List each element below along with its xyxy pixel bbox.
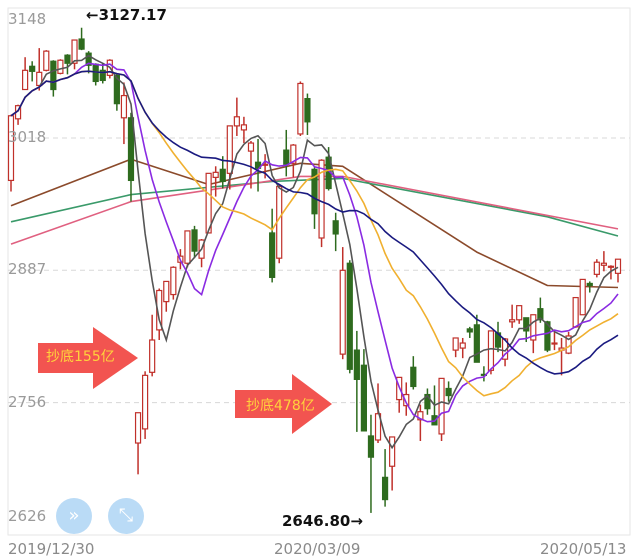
candle-body: [593, 261, 600, 275]
candle-body: [283, 149, 290, 165]
x-tick-label: 2020/05/13: [540, 540, 627, 558]
candle-body: [452, 337, 459, 351]
y-tick-label: 3148: [8, 10, 47, 28]
candle-body: [43, 50, 50, 71]
candle-body: [184, 230, 191, 264]
candle-body: [374, 413, 382, 441]
candle-body: [78, 38, 85, 50]
candle-body: [149, 339, 156, 373]
candle-body: [304, 98, 311, 123]
candle-body: [240, 124, 248, 131]
candle-body: [459, 342, 466, 349]
candle-body: [381, 476, 389, 501]
candle-body: [297, 82, 304, 135]
candle-body: [269, 232, 276, 278]
arrow-annotation-2: [235, 374, 332, 434]
candle-body: [22, 69, 29, 91]
candle-body: [120, 94, 128, 119]
candle-body: [424, 393, 431, 410]
candle-body: [417, 411, 424, 421]
candle-body: [71, 39, 78, 64]
candle-body: [403, 393, 410, 407]
candle-body: [7, 115, 15, 182]
candle-body: [614, 258, 622, 274]
candle-body: [572, 296, 579, 328]
candle-body: [311, 168, 318, 215]
high-annotation: ←3127.17: [86, 6, 167, 24]
candle-body: [99, 69, 106, 82]
double-chevron-icon[interactable]: »: [56, 498, 92, 534]
candle-body: [445, 387, 452, 397]
candle-body: [113, 74, 120, 105]
candle-body: [360, 364, 368, 432]
candle-body: [353, 349, 360, 380]
candle-body: [212, 171, 219, 178]
ma5-line: [10, 54, 619, 450]
arrow-label-1: 抄底155亿: [46, 349, 115, 365]
candle-body: [205, 172, 212, 234]
candle-body: [537, 308, 544, 321]
candle-body: [438, 377, 445, 435]
candle-body: [57, 59, 64, 74]
candle-body: [191, 229, 198, 252]
candle-body: [332, 220, 339, 235]
arrow-label-2: 抄底478亿: [246, 398, 315, 414]
candle-body: [254, 161, 262, 169]
candle-body: [523, 317, 530, 332]
candle-body: [247, 142, 255, 152]
low-annotation: 2646.80→: [282, 512, 363, 530]
candle-body: [233, 116, 240, 127]
candle-body: [410, 366, 417, 388]
candle-body: [389, 436, 396, 467]
y-tick-label: 2887: [8, 260, 47, 278]
expand-arrows-icon[interactable]: ⤡: [108, 498, 144, 534]
candle-body: [219, 168, 226, 183]
candle-body: [134, 412, 142, 444]
candle-body: [473, 324, 480, 363]
long-ma-line-3: [10, 175, 619, 245]
candle-body: [346, 262, 353, 370]
candle-body: [600, 262, 607, 266]
candle-body: [466, 328, 473, 333]
candle-body: [318, 159, 325, 239]
y-tick-label: 2626: [8, 507, 47, 525]
x-tick-label: 2020/03/09: [274, 540, 361, 558]
plot-frame: [7, 7, 631, 536]
arrow-annotation-1: [38, 327, 138, 389]
candle-body: [530, 314, 537, 341]
candle-body: [579, 278, 586, 316]
y-tick-label: 2756: [8, 393, 47, 411]
candle-body: [607, 265, 615, 268]
candle-body: [544, 321, 551, 351]
candle-body: [85, 52, 92, 66]
candle-body: [142, 374, 149, 430]
y-tick-label: 3018: [8, 128, 47, 146]
ma10-line: [10, 62, 619, 423]
candle-body: [290, 144, 297, 164]
candle-body: [551, 342, 558, 345]
candle-body: [339, 269, 346, 355]
candle-body: [170, 266, 177, 296]
candle-body: [586, 282, 593, 287]
candle-body: [64, 54, 71, 64]
candle-body: [163, 280, 170, 303]
candle-body: [127, 117, 135, 182]
candle-body: [226, 125, 233, 174]
candle-body: [29, 65, 36, 72]
candle-body: [367, 435, 375, 458]
x-tick-label: 2019/12/30: [8, 540, 95, 558]
ma30-line: [10, 70, 619, 375]
candle-body: [516, 305, 523, 321]
candle-body: [487, 330, 495, 371]
candle-body: [509, 319, 516, 323]
candle-body: [50, 60, 57, 91]
